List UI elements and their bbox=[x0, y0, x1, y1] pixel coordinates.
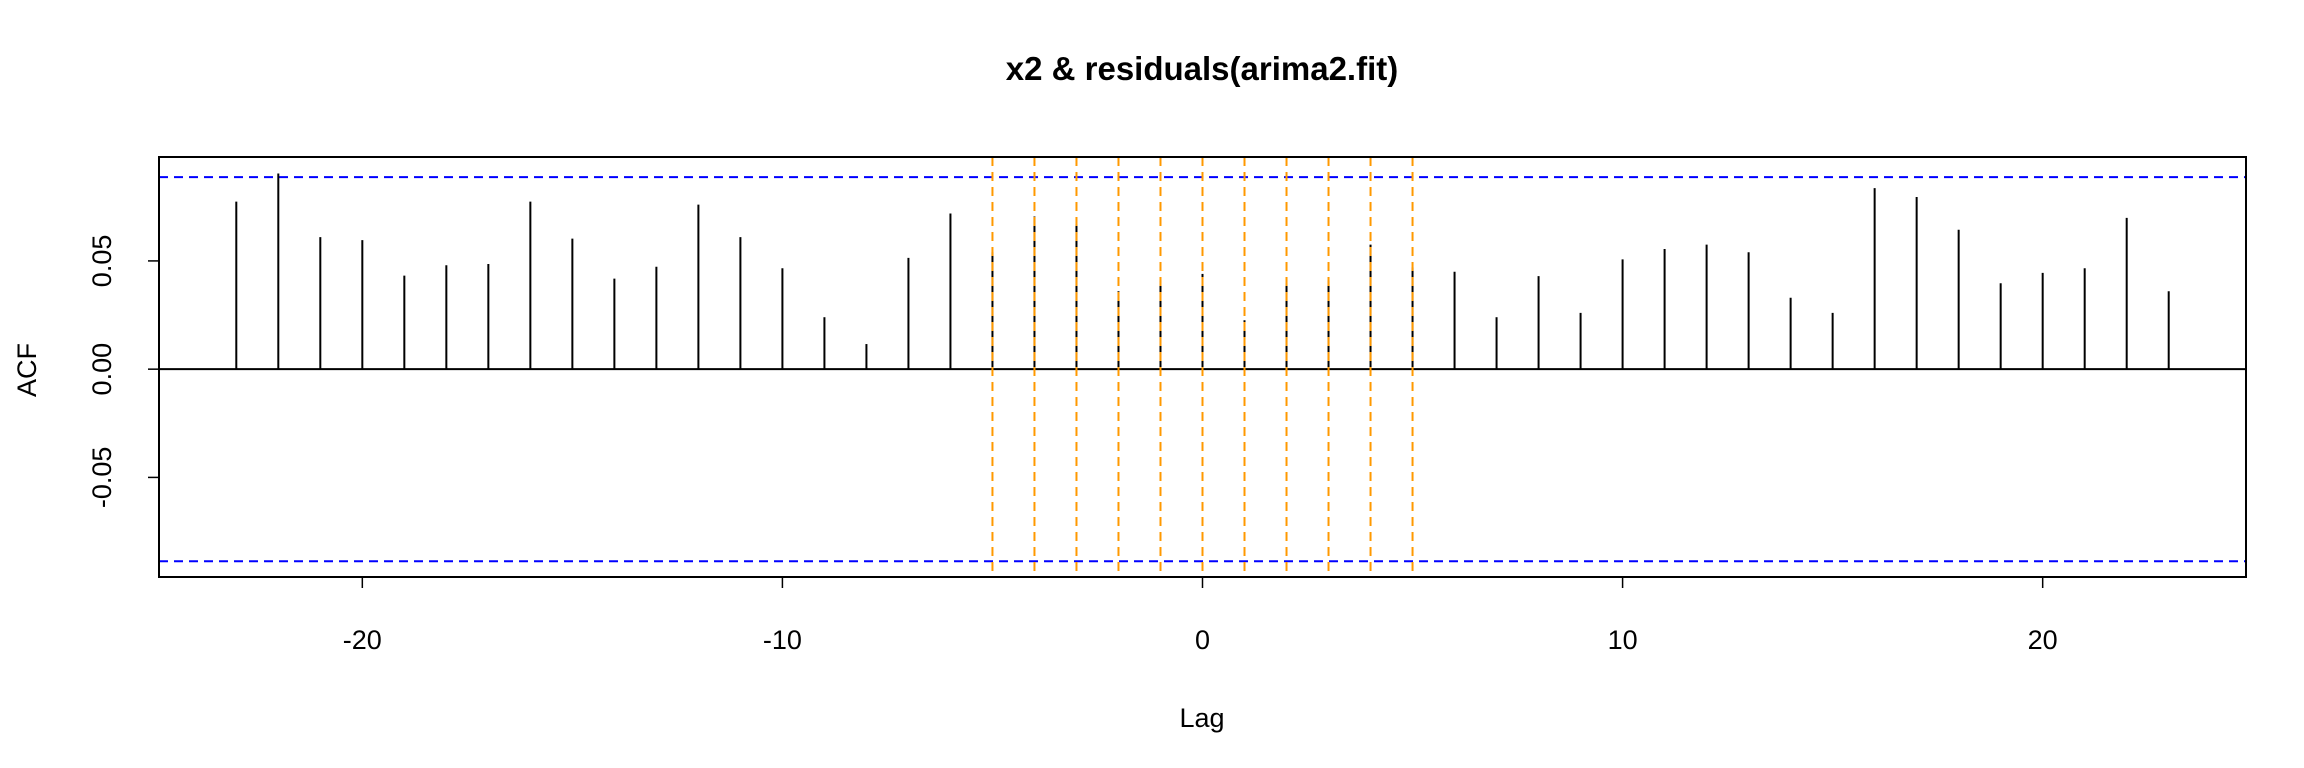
y-axis-label: ACF bbox=[12, 343, 42, 397]
chart-title: x2 & residuals(arima2.fit) bbox=[1006, 50, 1399, 87]
x-tick-label: 10 bbox=[1608, 625, 1638, 655]
y-tick-label: 0.05 bbox=[87, 235, 117, 288]
y-tick-label: 0.00 bbox=[87, 343, 117, 396]
x-axis-label: Lag bbox=[1179, 703, 1224, 733]
y-tick-label: -0.05 bbox=[87, 447, 117, 509]
x-tick-label: 20 bbox=[2028, 625, 2058, 655]
x-tick-label: 0 bbox=[1195, 625, 1210, 655]
plot-frame bbox=[158, 156, 2247, 578]
x-tick-label: -20 bbox=[343, 625, 382, 655]
x-tick-label: -10 bbox=[763, 625, 802, 655]
